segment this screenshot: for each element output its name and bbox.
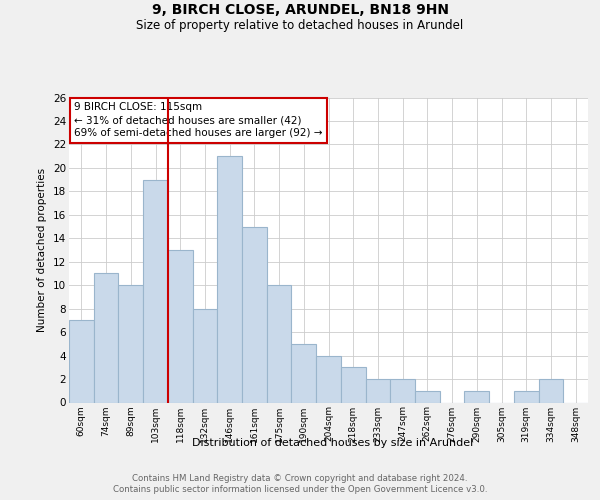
Bar bbox=[415, 391, 440, 402]
Bar bbox=[217, 156, 242, 402]
Bar bbox=[390, 379, 415, 402]
Bar bbox=[292, 344, 316, 403]
Bar bbox=[69, 320, 94, 402]
Bar bbox=[341, 368, 365, 402]
Text: 9 BIRCH CLOSE: 115sqm
← 31% of detached houses are smaller (42)
69% of semi-deta: 9 BIRCH CLOSE: 115sqm ← 31% of detached … bbox=[74, 102, 323, 139]
Bar bbox=[267, 285, 292, 403]
Y-axis label: Number of detached properties: Number of detached properties bbox=[37, 168, 47, 332]
Bar bbox=[242, 226, 267, 402]
Bar bbox=[514, 391, 539, 402]
Text: 9, BIRCH CLOSE, ARUNDEL, BN18 9HN: 9, BIRCH CLOSE, ARUNDEL, BN18 9HN bbox=[151, 2, 449, 16]
Text: Distribution of detached houses by size in Arundel: Distribution of detached houses by size … bbox=[193, 438, 473, 448]
Bar bbox=[539, 379, 563, 402]
Bar bbox=[316, 356, 341, 403]
Bar bbox=[94, 274, 118, 402]
Bar bbox=[464, 391, 489, 402]
Bar bbox=[118, 285, 143, 403]
Bar bbox=[143, 180, 168, 402]
Bar bbox=[168, 250, 193, 402]
Text: Contains public sector information licensed under the Open Government Licence v3: Contains public sector information licen… bbox=[113, 485, 487, 494]
Bar bbox=[193, 308, 217, 402]
Text: Contains HM Land Registry data © Crown copyright and database right 2024.: Contains HM Land Registry data © Crown c… bbox=[132, 474, 468, 483]
Bar bbox=[365, 379, 390, 402]
Text: Size of property relative to detached houses in Arundel: Size of property relative to detached ho… bbox=[136, 18, 464, 32]
